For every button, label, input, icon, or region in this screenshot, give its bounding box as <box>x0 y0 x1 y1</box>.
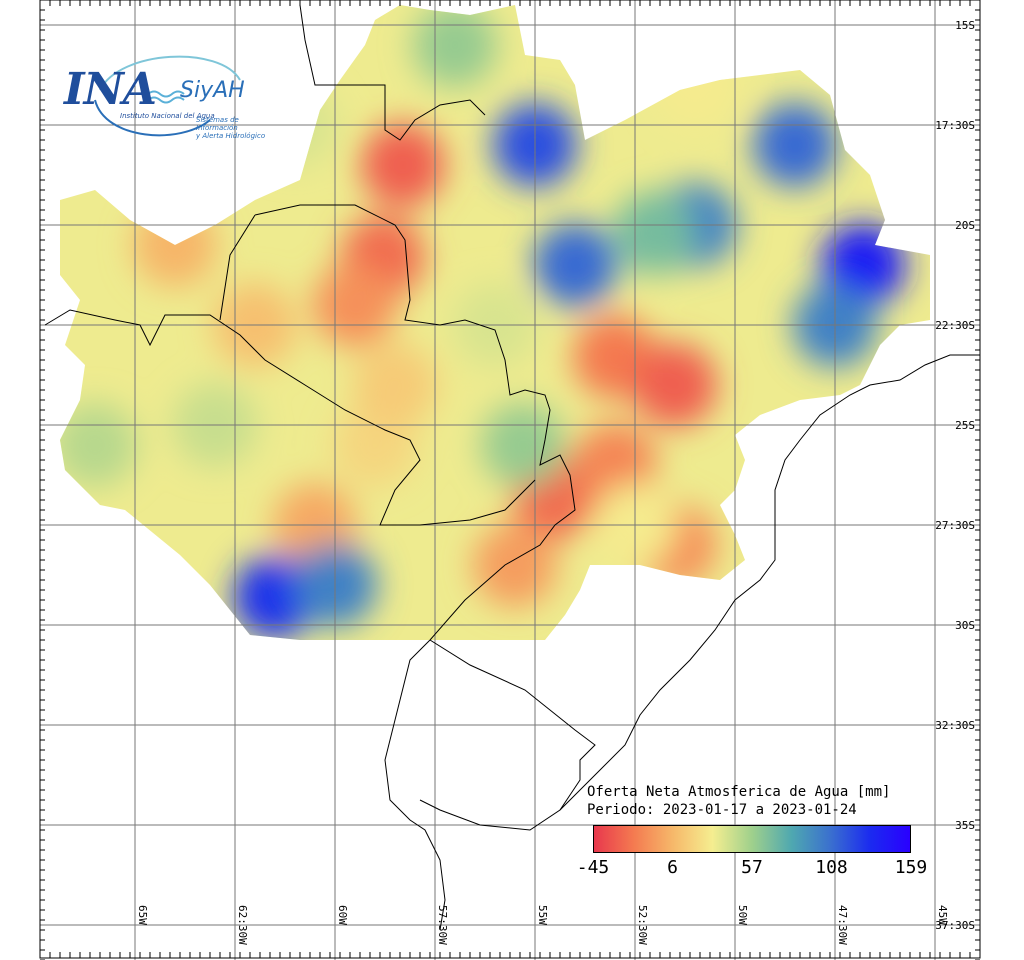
field-patch <box>361 123 445 207</box>
latitude-label: 17:30S <box>935 119 975 132</box>
field-patch <box>481 403 565 487</box>
latitude-label: 25S <box>955 419 975 432</box>
legend-title-line2: Periodo: 2023-01-17 a 2023-01-24 <box>587 802 857 818</box>
colorbar-tick-label: 6 <box>667 857 678 878</box>
latitude-label: 32:30S <box>935 719 975 732</box>
field-patch <box>753 103 837 187</box>
longitude-label: 55W <box>536 905 549 925</box>
field-patch <box>313 263 397 347</box>
country-borders <box>44 4 980 931</box>
longitude-label: 57:30W <box>436 905 449 945</box>
logo-ina: INA <box>64 64 157 115</box>
precipitation-field <box>60 5 930 640</box>
latitude-label: 30S <box>955 619 975 632</box>
legend-title: Oferta Neta Atmosferica de Agua [mm] Peri… <box>587 783 890 819</box>
latitude-labels: 15S 17:30S 20S 22:30S 25S 27:30S 30S 32:30S 35S 3… <box>935 19 975 932</box>
field-patch <box>533 223 617 307</box>
longitude-label: 45W <box>936 905 949 925</box>
latitude-label: 35S <box>955 819 975 832</box>
field-patch <box>353 343 437 427</box>
border-path <box>384 639 446 931</box>
field-patch <box>613 191 697 275</box>
longitude-label: 50W <box>736 905 749 925</box>
field-patches <box>60 5 905 639</box>
colorbar-tick-label: 57 <box>741 857 763 878</box>
longitude-label: 52:30W <box>636 905 649 945</box>
logo-system: Sistemas de Información y Alerta Hidroló… <box>196 116 270 140</box>
colorbar <box>593 825 911 853</box>
border-path <box>419 639 596 831</box>
border-path <box>254 204 576 641</box>
latitude-label: 27:30S <box>935 519 975 532</box>
latitude-label: 20S <box>955 219 975 232</box>
field-patch <box>633 343 717 427</box>
longitude-label: 62:30W <box>236 905 249 945</box>
latitude-label: 37:30S <box>935 919 975 932</box>
latitude-label: 15S <box>955 19 975 32</box>
border-path <box>219 214 256 321</box>
logo-system-line1: Sistemas de Información <box>196 116 239 132</box>
colorbar-tick-label: 159 <box>894 857 928 878</box>
border-path <box>44 309 536 526</box>
field-patch <box>60 403 137 487</box>
coastline-path <box>559 354 980 811</box>
field-patch <box>653 43 737 127</box>
border-path <box>299 4 486 141</box>
longitude-label: 65W <box>136 905 149 925</box>
field-patch <box>473 523 557 607</box>
logo-system-line2: y Alerta Hidrológico <box>196 132 266 140</box>
legend-title-line1: Oferta Neta Atmosferica de Agua [mm] <box>587 784 891 800</box>
colorbar-tick-label: -45 <box>576 857 610 878</box>
field-patch <box>413 5 497 87</box>
longitude-label: 60W <box>336 905 349 925</box>
longitude-label: 47:30W <box>836 905 849 945</box>
field-patch <box>133 203 217 287</box>
logo-institute: Instituto Nacional del Agua <box>120 112 215 120</box>
latitude-label: 22:30S <box>935 319 975 332</box>
logo-swoosh <box>94 55 241 137</box>
ina-siyah-logo: INA SiyAH Instituto Nacional del Agua Si… <box>60 50 270 140</box>
logo-siyah: SiyAH <box>180 78 245 103</box>
map-frame <box>39 0 981 959</box>
longitude-labels: 65W 62:30W 60W 57:30W 55W 52:30W 50W 47:30W 45W <box>136 905 949 945</box>
colorbar-tick-label: 108 <box>815 857 848 878</box>
